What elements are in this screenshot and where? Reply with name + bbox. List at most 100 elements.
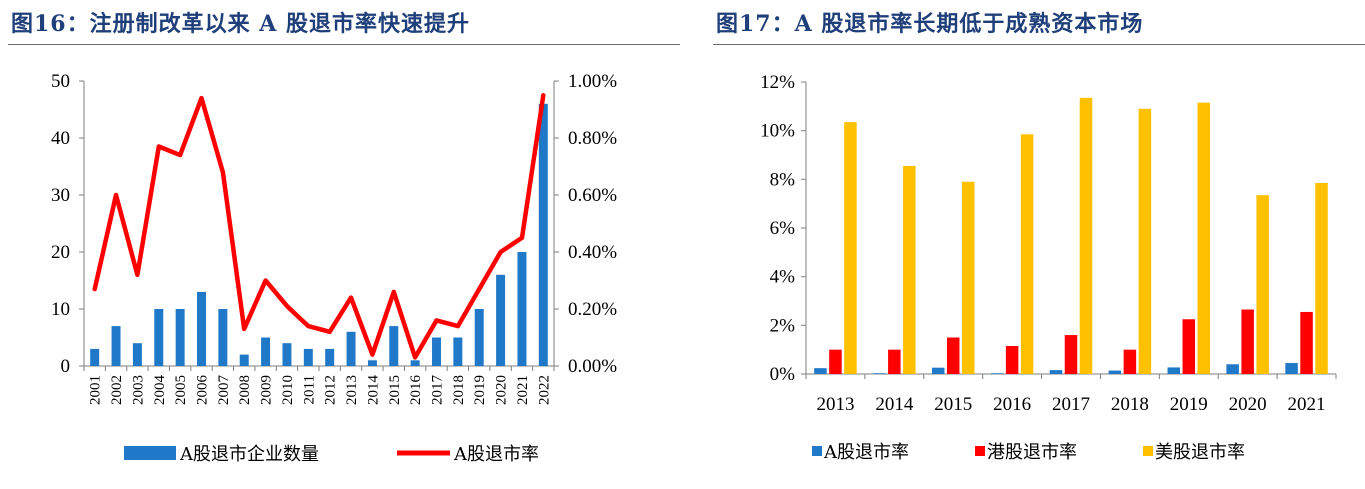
x-tick-label: 2010: [280, 375, 296, 405]
x-tick-label: 2021: [1288, 394, 1326, 415]
x-tick-label: 2022: [536, 375, 552, 405]
x-tick-label: 2011: [301, 375, 317, 404]
bar-a-share-rate: [1167, 367, 1181, 374]
bar-us-share-rate: [1197, 102, 1211, 374]
bar-hk-share-rate: [1005, 346, 1019, 374]
bar-delisted-count: [432, 337, 441, 366]
bar-hk-share-rate: [946, 337, 960, 374]
bar-delisted-count: [218, 309, 228, 366]
legend-swatch-bar: [124, 446, 176, 460]
legend-swatch: [812, 446, 822, 456]
x-tick-label: 2021: [515, 375, 531, 405]
bar-a-share-rate: [814, 368, 827, 374]
y-tick-label: 8%: [770, 169, 796, 190]
y-tick-label: 4%: [770, 267, 796, 288]
y-tick-label: 0%: [770, 364, 796, 385]
x-tick-label: 2016: [993, 394, 1031, 415]
x-tick-label: 2014: [365, 375, 381, 406]
x-tick-label: 2020: [1229, 394, 1267, 415]
x-tick-label: 2018: [451, 375, 467, 405]
left-chart: 0 10 20 30 40 50 0.00% 0.20% 0.40% 0.60% 0.80% 1.00…: [51, 71, 617, 465]
left-y-tick-label: 40: [51, 128, 70, 149]
bar-hk-share-rate: [1241, 309, 1254, 374]
bar-delisted-count: [453, 337, 463, 366]
bar-us-share-rate: [1315, 182, 1328, 374]
legend-label-bar: A股退市企业数量: [179, 444, 319, 465]
bar-hk-share-rate: [888, 349, 901, 374]
bar-a-share-rate: [990, 373, 1004, 374]
legend-label: 港股退市率: [987, 442, 1077, 463]
bar-delisted-count: [410, 360, 420, 366]
legend-label: 美股退市率: [1155, 442, 1245, 463]
x-tick-label: 2013: [344, 375, 360, 405]
x-tick-label: 2001: [88, 375, 104, 405]
bar-delisted-count: [496, 274, 506, 366]
bar-delisted-count: [474, 309, 484, 366]
bar-delisted-count: [239, 354, 249, 366]
bar-hk-share-rate: [1300, 311, 1313, 374]
right-y-tick-label: 0.20%: [568, 299, 617, 320]
left-y-tick-label: 0: [61, 356, 71, 377]
x-tick-label: 2004: [152, 375, 168, 406]
bar-a-share-rate: [1108, 370, 1122, 374]
right-y-tick-label: 0.80%: [568, 128, 617, 149]
x-tick-label: 2017: [430, 375, 446, 406]
x-tick-label: 2016: [408, 375, 424, 406]
bar-delisted-count: [367, 360, 377, 366]
right-y-tick-label: 0.00%: [568, 356, 617, 377]
bar-delisted-count: [261, 337, 271, 366]
bar-delisted-count: [132, 343, 142, 366]
bar-us-share-rate: [1256, 195, 1269, 374]
x-tick-label: 2007: [216, 375, 232, 406]
bar-a-share-rate: [873, 373, 886, 374]
bar-delisted-count: [175, 309, 185, 366]
bar-hk-share-rate: [1064, 335, 1078, 374]
bar-delisted-count: [538, 103, 548, 367]
bar-us-share-rate: [903, 165, 916, 374]
y-tick-label: 10%: [760, 121, 795, 142]
x-tick-label: 2019: [472, 375, 488, 405]
bar-us-share-rate: [844, 122, 857, 375]
left-title-rule: [8, 44, 680, 45]
left-y-tick-label: 20: [51, 242, 70, 263]
x-tick-label: 2012: [323, 375, 339, 405]
bar-delisted-count: [389, 326, 399, 366]
bar-hk-share-rate: [1123, 349, 1137, 374]
bar-us-share-rate: [1138, 108, 1152, 375]
line-delisting-rate: [92, 93, 546, 360]
legend-swatch: [1143, 446, 1153, 456]
right-chart: 0% 2% 4% 6% 8% 10% 12% 2013 2014 2015 2016 2017 2018…: [760, 72, 1337, 463]
bar-delisted-count: [90, 348, 100, 366]
x-tick-label: 2003: [130, 375, 146, 405]
bar-hk-share-rate: [829, 349, 842, 374]
left-y-tick-label: 10: [51, 299, 70, 320]
x-tick-label: 2018: [1111, 394, 1149, 415]
x-tick-label: 2015: [387, 375, 403, 405]
bar-delisted-count: [346, 331, 356, 366]
bar-a-share-rate: [931, 367, 945, 374]
left-y-tick-label: 30: [51, 185, 70, 206]
bar-delisted-count: [282, 343, 292, 366]
left-y-tick-label: 50: [51, 71, 70, 92]
x-tick-label: 2008: [237, 375, 253, 405]
x-tick-label: 2017: [1052, 394, 1090, 415]
bar-a-share-rate: [1285, 363, 1298, 374]
bar-delisted-count: [303, 348, 313, 366]
bar-us-share-rate: [1079, 97, 1093, 375]
right-y-tick-label: 0.60%: [568, 185, 617, 206]
x-tick-label: 2002: [109, 375, 125, 405]
bar-a-share-rate: [1049, 370, 1063, 374]
right-chart-title: 图17：A 股退市率长期低于成熟资本市场: [716, 11, 1144, 37]
x-tick-label: 2013: [816, 394, 854, 415]
y-tick-label: 2%: [770, 315, 796, 336]
legend-label-line: A股退市率: [453, 444, 539, 465]
right-title-rule: [713, 44, 1365, 45]
x-tick-label: 2005: [173, 375, 189, 405]
bar-delisted-count: [154, 309, 164, 366]
left-chart-title: 图16：注册制改革以来 A 股退市率快速提升: [11, 11, 471, 37]
bar-delisted-count: [197, 291, 206, 366]
x-tick-label: 2020: [494, 375, 510, 405]
legend-label: A股退市率: [823, 442, 909, 463]
x-tick-label: 2015: [934, 394, 972, 415]
